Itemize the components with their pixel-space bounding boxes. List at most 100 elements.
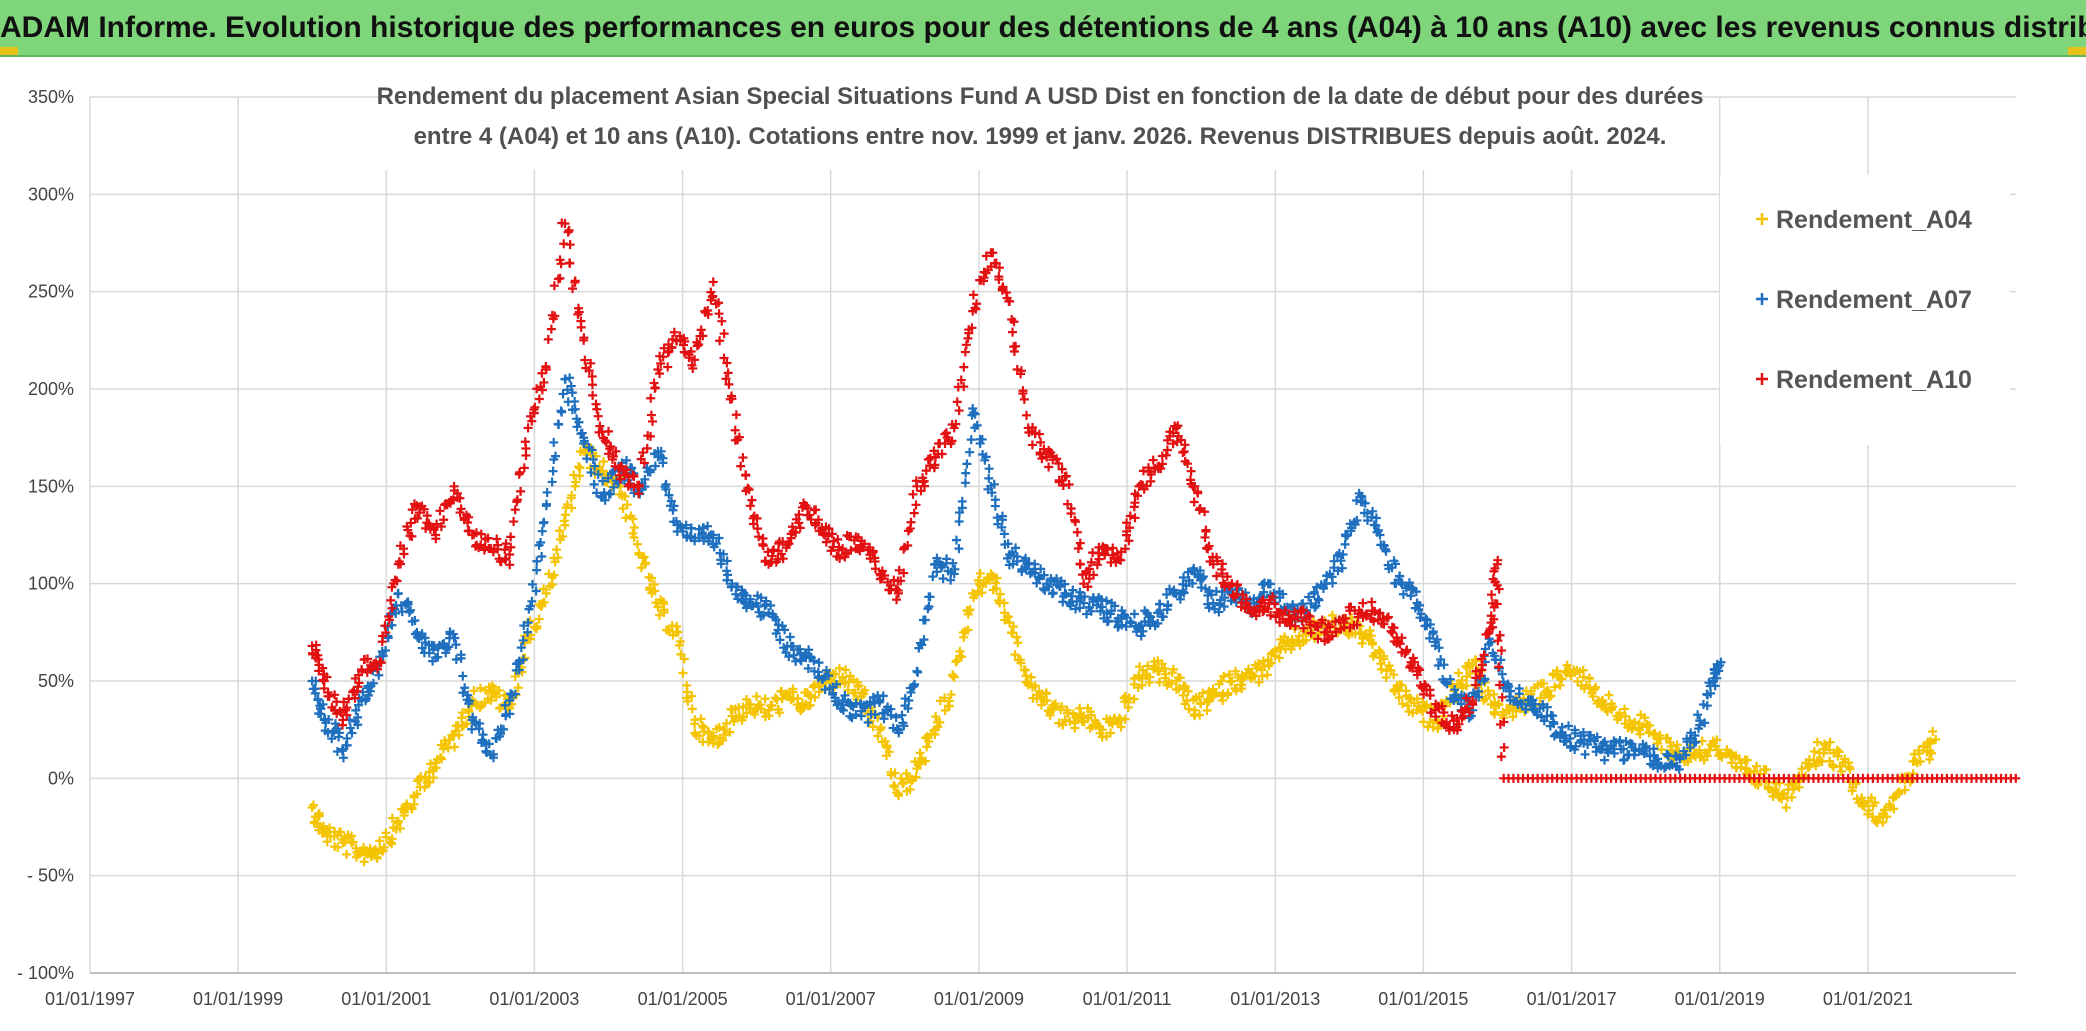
- rendement-a10-point: [380, 621, 390, 631]
- rendement-a04-point: [890, 782, 900, 792]
- rendement-a07-point: [645, 467, 655, 477]
- rendement-a07-point: [1695, 720, 1705, 730]
- rendement-a10-point: [736, 461, 746, 471]
- rendement-a04-point: [1258, 656, 1268, 666]
- rendement-a10-point: [375, 657, 385, 667]
- rendement-a07-point: [1672, 761, 1682, 771]
- rendement-a04-point: [1397, 699, 1407, 709]
- rendement-a10-point: [726, 391, 736, 401]
- rendement-a04-point: [336, 827, 346, 837]
- rendement-a10-point: [899, 568, 909, 578]
- rendement-a04-point: [653, 602, 663, 612]
- rendement-a04-point: [1195, 710, 1205, 720]
- rendement-a04-point: [659, 605, 669, 615]
- rendement-a10-point: [483, 533, 493, 543]
- rendement-a04-point: [375, 836, 385, 846]
- rendement-a10-point: [363, 654, 373, 664]
- rendement-a04-point: [1928, 727, 1938, 737]
- rendement-a07-point: [766, 601, 776, 611]
- rendement-a07-point: [1102, 617, 1112, 627]
- rendement-a04-point: [1608, 702, 1618, 712]
- rendement-a10-point: [868, 547, 878, 557]
- rendement-a04-point: [449, 742, 459, 752]
- rendement-a10-point: [342, 710, 352, 720]
- rendement-a04-point: [977, 588, 987, 598]
- rendement-a04-point: [409, 799, 419, 809]
- rendement-a07-point: [1398, 589, 1408, 599]
- rendement-a04-point: [1262, 670, 1272, 680]
- rendement-a07-point: [1395, 571, 1405, 581]
- rendement-a04-point: [957, 652, 967, 662]
- rendement-a04-point: [853, 681, 863, 691]
- rendement-a04-point: [738, 702, 748, 712]
- rendement-a07-point: [1546, 710, 1556, 720]
- rendement-a07-point: [351, 705, 361, 715]
- rendement-a10-point: [642, 443, 652, 453]
- rendement-a10-point: [1125, 523, 1135, 533]
- rendement-a07-point: [972, 420, 982, 430]
- chart-svg: 350% 300% 250% 200% 150% 100% 50% 0% - 50% - 100%…: [17, 72, 2021, 1009]
- rendement-a07-point: [898, 718, 908, 728]
- rendement-a04-point: [1266, 658, 1276, 668]
- rendement-a04-point: [1294, 631, 1304, 641]
- rendement-a10-point: [906, 517, 916, 527]
- x-tick-label: 01/01/1999: [193, 989, 283, 1009]
- rendement-a10-point: [1176, 435, 1186, 445]
- rendement-a07-point: [1343, 530, 1353, 540]
- rendement-a04-point: [567, 503, 577, 513]
- rendement-a10-point: [1083, 582, 1093, 592]
- rendement-a10-point: [782, 540, 792, 550]
- rendement-a10-point: [376, 658, 386, 668]
- rendement-a04-point: [1401, 686, 1411, 696]
- rendement-a04-point: [1859, 801, 1869, 811]
- rendement-a10-point: [1189, 497, 1199, 507]
- rendement-a04-point: [379, 842, 389, 852]
- rendement-a04-point: [1183, 686, 1193, 696]
- rendement-a10-point: [1089, 570, 1099, 580]
- rendement-a07-point: [960, 478, 970, 488]
- rendement-a07-point: [1003, 539, 1013, 549]
- rendement-a04-point: [1704, 745, 1714, 755]
- rendement-a04-point: [1175, 673, 1185, 683]
- rendement-a07-point: [598, 476, 608, 486]
- rendement-a04-point: [1023, 678, 1033, 688]
- rendement-a07-point: [1666, 759, 1676, 769]
- rendement-a04-point: [1812, 737, 1822, 747]
- rendement-a04-point: [1394, 693, 1404, 703]
- rendement-a07-point: [577, 428, 587, 438]
- rendement-a07-point: [1681, 750, 1691, 760]
- rendement-a07-point: [856, 711, 866, 721]
- rendement-a07-point: [1425, 633, 1435, 643]
- rendement-a10-point: [1317, 618, 1326, 628]
- rendement-a10-point: [979, 273, 989, 283]
- rendement-a04-point: [650, 586, 660, 596]
- rendement-a04-point: [698, 721, 708, 731]
- rendement-a07-point: [1039, 570, 1049, 580]
- rendement-a10-point: [543, 334, 553, 344]
- rendement-a07-point: [1309, 589, 1319, 599]
- rendement-a04-point: [1157, 659, 1167, 669]
- rendement-a07-point: [553, 419, 563, 429]
- rendement-a10-point: [1477, 660, 1487, 670]
- rendement-a07-point: [716, 555, 726, 565]
- x-tick-label: 01/01/2021: [1823, 989, 1913, 1009]
- rendement-a07-point: [324, 715, 334, 725]
- rendement-a10-point: [1021, 410, 1031, 420]
- rendement-a10-point: [357, 664, 367, 674]
- x-tick-label: 01/01/2019: [1675, 989, 1765, 1009]
- rendement-a04-point: [1834, 747, 1844, 757]
- rendement-a10-point: [436, 522, 446, 532]
- rendement-a04-point: [1048, 704, 1058, 714]
- rendement-a07-point: [722, 556, 732, 566]
- rendement-a10-point: [593, 411, 603, 421]
- rendement-a07-point: [368, 678, 378, 688]
- rendement-a07-point: [1312, 582, 1322, 592]
- rendement-a07-point: [606, 489, 616, 499]
- rendement-a07-point: [536, 537, 546, 547]
- rendement-a10-point: [719, 329, 729, 339]
- rendement-a04-point: [629, 522, 639, 532]
- rendement-a04-point: [1889, 804, 1899, 814]
- rendement-a04-point: [1591, 682, 1601, 692]
- rendement-a07-point: [500, 700, 510, 710]
- legend-label-rendement-a04: Rendement_A04: [1776, 206, 1972, 234]
